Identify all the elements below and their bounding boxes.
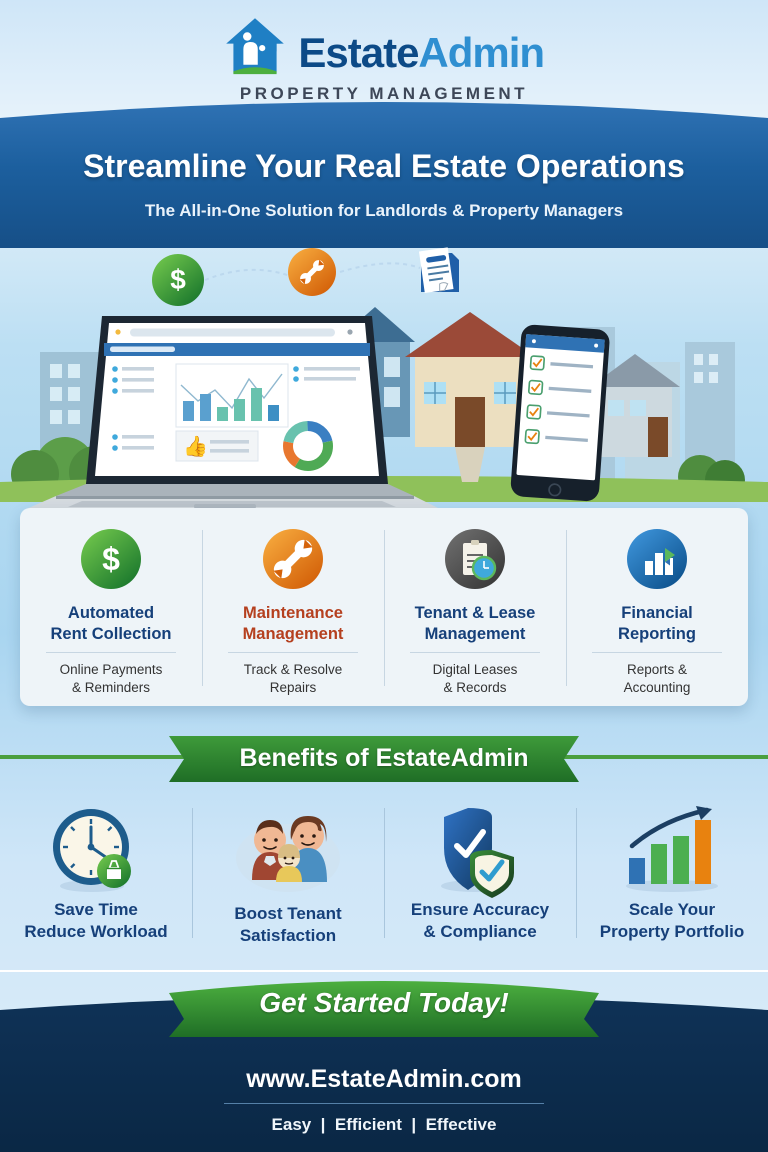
svg-text:$: $: [102, 541, 120, 577]
svg-text:👍: 👍: [183, 434, 208, 458]
svg-text:$: $: [170, 264, 186, 295]
